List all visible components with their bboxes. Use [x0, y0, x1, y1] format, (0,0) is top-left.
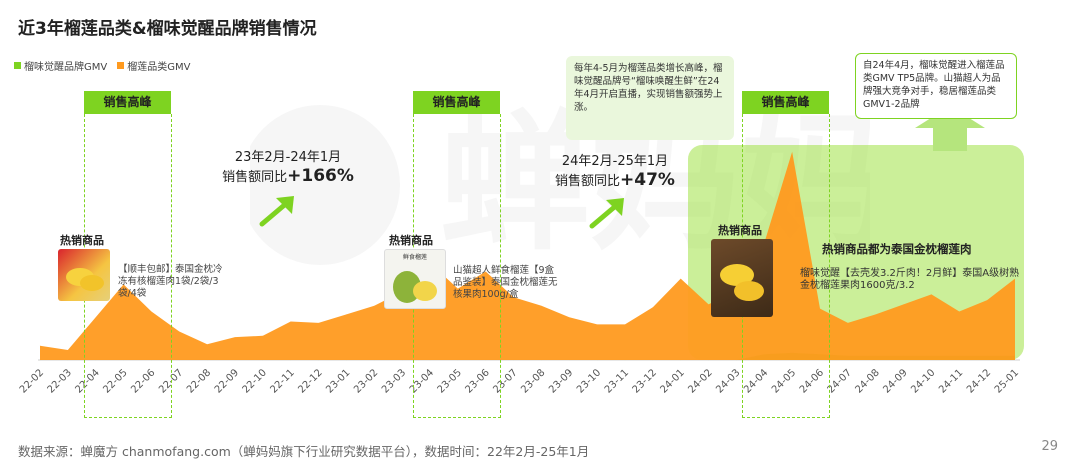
durian-icon-3 [720, 264, 764, 301]
x-tick-label: 24-03 [714, 367, 742, 395]
x-tick-label: 22-11 [269, 367, 297, 395]
footer-source: 数据来源：蝉魔方 chanmofang.com（蝉妈妈旗下行业研究数据平台），数… [18, 444, 590, 459]
x-tick-label: 24-12 [965, 367, 993, 395]
note-box-2: 自24年4月，榴味觉醒进入榴莲品类GMV TP5品牌。山猫超人为品牌强大竞争对手… [855, 53, 1017, 119]
hot-title-thai: 热销商品都为泰国金枕榴莲肉 [822, 242, 972, 256]
x-tick-label: 22-12 [296, 367, 324, 395]
growth-line-1: 销售额同比+166% [218, 167, 358, 187]
x-tick-label: 23-12 [631, 367, 659, 395]
peak-label-2: 销售高峰 [413, 91, 500, 114]
x-tick-label: 23-03 [380, 367, 408, 395]
x-tick-label: 25-01 [993, 367, 1021, 395]
product-image-2: 鲜食榴莲 [384, 249, 446, 309]
x-tick-label: 23-08 [519, 367, 547, 395]
product-desc-1: 【顺丰包邮】泰国金枕冷冻有核榴莲肉1袋/2袋/3袋/4袋 [118, 264, 223, 299]
growth-period-1: 23年2月-24年1月 [234, 150, 342, 165]
product-desc-2: 山猫超人鲜食榴莲【9盒品鉴装】泰国金枕榴莲无核果肉100g/盒 [453, 265, 558, 300]
x-tick-label: 24-11 [937, 367, 965, 395]
x-tick-label: 22-02 [18, 367, 46, 395]
growth-arrow-icon-1 [259, 196, 294, 227]
x-tick-label: 24-10 [909, 367, 937, 395]
peak-label-3: 销售高峰 [742, 91, 829, 114]
product-image-1 [58, 249, 110, 301]
page-title: 近3年榴莲品类&榴味觉醒品牌销售情况 [18, 19, 317, 39]
hot-title-1: 热销商品 [60, 234, 104, 247]
x-tick-label: 24-09 [881, 367, 909, 395]
growth-value-1: +166% [287, 166, 354, 186]
growth-period-2: 24年2月-25年1月 [561, 154, 669, 169]
product-image-2-label: 鲜食榴莲 [402, 254, 427, 261]
product-image-3 [711, 239, 773, 317]
growth-prefix-1: 销售额同比 [222, 170, 288, 185]
x-tick-label: 22-03 [46, 367, 74, 395]
x-tick-label: 24-08 [854, 367, 882, 395]
x-tick-label: 23-11 [603, 367, 631, 395]
x-tick-label: 22-10 [241, 367, 269, 395]
hot-title-3: 热销商品 [718, 224, 762, 237]
hot-title-2: 热销商品 [389, 234, 433, 247]
product-desc-3: 榴味觉醒【去壳发3.2斤肉！2月鲜】泰国A级树熟金枕榴莲果肉1600克/3.2 [800, 268, 1020, 291]
growth-annotation-2: 24年2月-25年1月 销售额同比+47% [545, 152, 685, 191]
chart-legend: 榴味觉醒品牌GMV 榴莲品类GMV [14, 58, 190, 73]
growth-prefix-2: 销售额同比 [555, 174, 621, 189]
x-tick-label: 23-10 [575, 367, 603, 395]
legend-swatch-brand [14, 62, 21, 69]
legend-item-brand: 榴味觉醒品牌GMV [14, 58, 107, 73]
watermark-circle [250, 105, 400, 265]
note-box-1: 每年4-5月为榴莲品类增长高峰，榴味觉醒品牌号“榴味唤醒生鲜”在24年4月开启直… [566, 56, 734, 140]
peak-label-1: 销售高峰 [84, 91, 171, 114]
growth-annotation-1: 23年2月-24年1月 销售额同比+166% [218, 148, 358, 187]
durian-icon-1 [66, 268, 104, 291]
x-tick-label: 24-01 [659, 367, 687, 395]
legend-label-brand: 榴味觉醒品牌GMV [24, 62, 108, 73]
x-tick-label: 23-01 [324, 367, 352, 395]
page-number: 29 [1041, 439, 1058, 454]
x-tick-label: 22-09 [213, 367, 241, 395]
x-tick-label: 23-09 [547, 367, 575, 395]
legend-label-category: 榴莲品类GMV [127, 62, 191, 73]
durian-icon-2 [393, 271, 437, 303]
x-tick-label: 22-08 [185, 367, 213, 395]
growth-arrow-icon-2 [589, 198, 624, 229]
legend-swatch-category [117, 62, 125, 69]
growth-line-2: 销售额同比+47% [545, 171, 685, 191]
growth-value-2: +47% [620, 170, 675, 190]
x-tick-label: 23-02 [352, 367, 380, 395]
legend-item-category: 榴莲品类GMV [117, 58, 190, 73]
x-tick-label: 24-02 [686, 367, 714, 395]
